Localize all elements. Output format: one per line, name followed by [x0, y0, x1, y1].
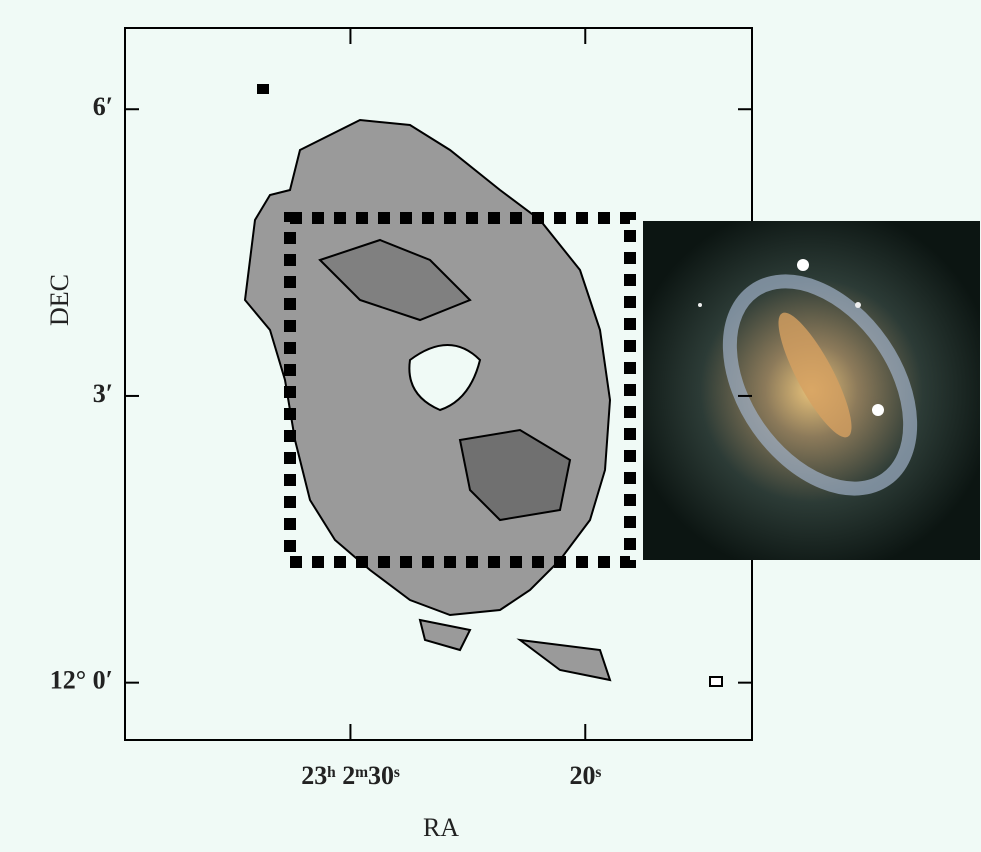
y-tick-label: 12° 0′	[50, 666, 113, 695]
x-axis-label: RA	[423, 813, 459, 842]
contour-map	[243, 84, 723, 687]
x-tick-label: 23ʰ 2ᵐ30ˢ	[301, 761, 400, 790]
x-tick-label: 20ˢ	[569, 761, 601, 790]
y-tick-label: 3′	[93, 379, 113, 408]
galaxy-image	[643, 221, 980, 560]
inset-box	[284, 212, 636, 568]
y-axis-label: DEC	[45, 274, 74, 326]
y-tick-label: 6′	[93, 92, 113, 121]
